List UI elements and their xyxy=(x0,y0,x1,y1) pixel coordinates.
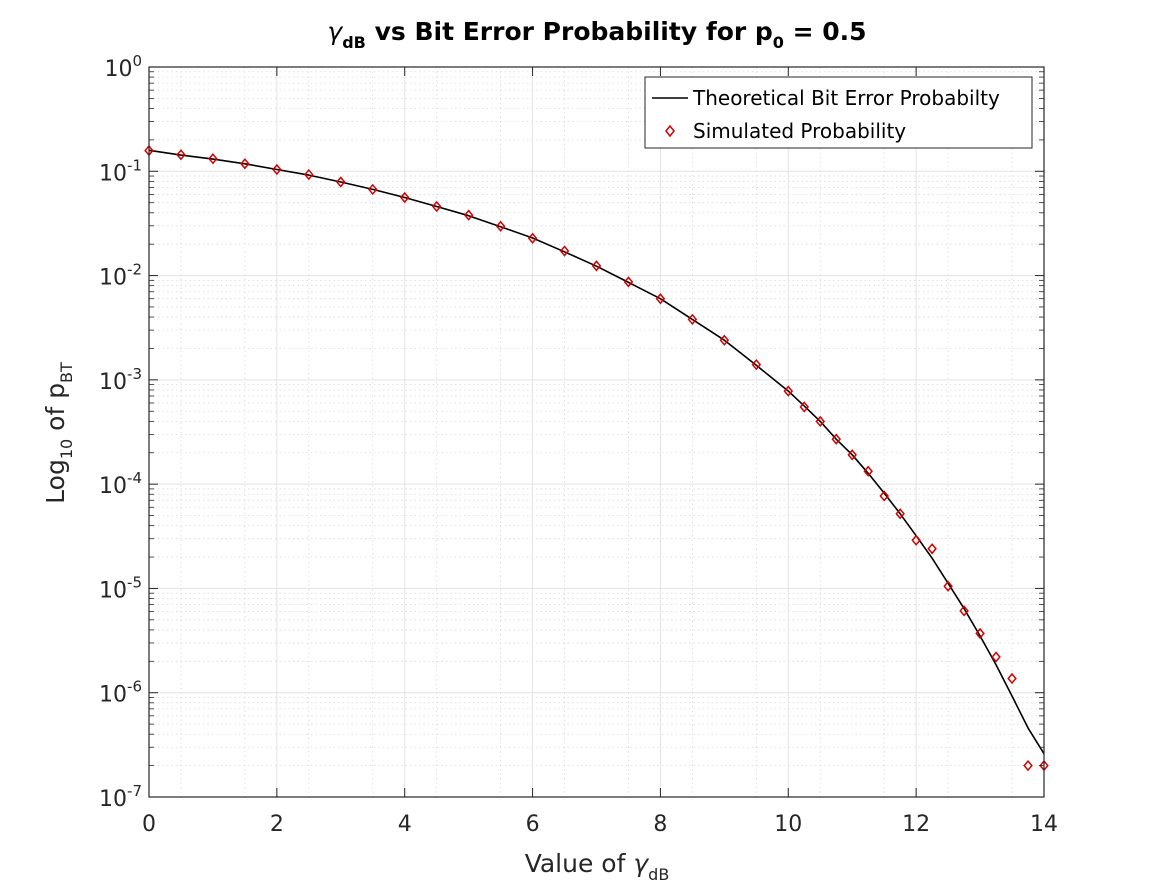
y-tick-labels: 100 10-1 10-2 10-3 10-4 10-5 10-6 10-7 xyxy=(99,52,142,812)
legend-label-theoretical: Theoretical Bit Error Probabilty xyxy=(692,86,1000,110)
simulated-point xyxy=(1023,759,1033,772)
grid xyxy=(148,66,1045,798)
theoretical-series xyxy=(148,149,1045,755)
x-tick-label: 6 xyxy=(526,812,540,837)
simulated-point xyxy=(687,313,698,326)
x-tick-label: 2 xyxy=(270,812,284,837)
simulated-point xyxy=(655,293,666,305)
y-tick-label: 10-3 xyxy=(99,365,142,395)
simulated-point xyxy=(1007,672,1017,685)
simulated-point xyxy=(527,232,538,244)
y-axis-label: Log10 of pBT xyxy=(41,362,76,504)
simulated-point xyxy=(975,627,985,640)
x-tick-labels: 0 2 4 6 8 10 12 14 xyxy=(142,812,1058,837)
simulated-point xyxy=(831,433,842,445)
x-tick-label: 10 xyxy=(774,812,802,837)
simulated-point xyxy=(815,415,826,428)
simulated-point xyxy=(176,149,186,161)
simulated-point xyxy=(208,153,218,165)
simulated-point xyxy=(336,176,346,188)
x-tick-label: 14 xyxy=(1030,812,1058,837)
simulated-series xyxy=(144,144,1049,772)
simulated-point xyxy=(272,163,282,176)
simulated-point xyxy=(495,220,506,232)
simulated-point xyxy=(991,651,1001,663)
simulated-point xyxy=(927,543,937,555)
simulated-point xyxy=(783,385,794,397)
plot-background xyxy=(149,67,1044,797)
x-tick-label: 4 xyxy=(398,812,412,837)
simulated-point xyxy=(799,401,810,413)
x-tick-label: 0 xyxy=(142,812,156,837)
y-tick-label: 100 xyxy=(104,52,142,82)
simulated-point xyxy=(943,580,953,592)
y-tick-label: 10-1 xyxy=(99,156,142,186)
simulated-point xyxy=(623,276,634,288)
simulated-point xyxy=(463,209,474,221)
simulated-point xyxy=(399,191,410,204)
simulated-point xyxy=(591,260,602,272)
x-tick-label: 8 xyxy=(653,812,667,837)
simulated-point xyxy=(911,534,921,546)
chart-title: γdB vs Bit Error Probability for p0 = 0.… xyxy=(327,17,866,52)
plot-area xyxy=(144,66,1049,798)
simulated-point xyxy=(895,508,905,520)
simulated-point xyxy=(879,490,889,502)
simulated-point xyxy=(431,200,442,213)
x-tick-label: 12 xyxy=(902,812,930,837)
y-tick-label: 10-4 xyxy=(99,469,142,499)
y-tick-label: 10-2 xyxy=(99,261,142,291)
legend: Theoretical Bit Error Probabilty Simulat… xyxy=(644,76,1033,149)
simulated-point xyxy=(863,465,873,477)
legend-box xyxy=(644,76,1033,149)
simulated-point xyxy=(751,358,762,371)
simulated-point xyxy=(240,158,250,170)
simulated-point xyxy=(559,245,570,257)
legend-marker-swatch xyxy=(665,124,675,138)
tick-marks xyxy=(148,66,1045,798)
axes-box xyxy=(148,66,1045,798)
theoretical-line xyxy=(148,149,1045,755)
y-tick-label: 10-6 xyxy=(99,678,142,708)
simulated-point xyxy=(367,183,378,196)
simulated-point xyxy=(304,168,314,181)
y-tick-label: 10-7 xyxy=(99,782,142,812)
simulated-point xyxy=(847,449,857,461)
simulated-point xyxy=(719,334,730,346)
legend-label-simulated: Simulated Probability xyxy=(693,119,906,143)
simulated-point xyxy=(959,605,969,617)
x-axis-label: Value of γdB xyxy=(525,849,670,884)
y-tick-label: 10-5 xyxy=(99,573,142,603)
